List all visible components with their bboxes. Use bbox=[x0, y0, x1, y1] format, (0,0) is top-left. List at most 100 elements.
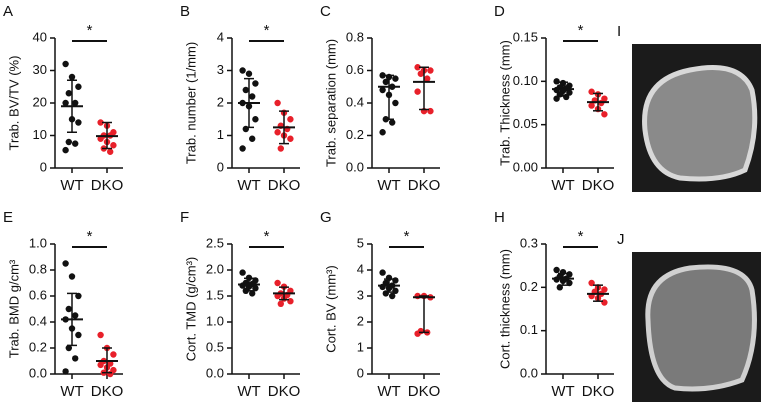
data-point bbox=[110, 142, 117, 149]
y-tick-label: 2 bbox=[357, 313, 364, 328]
significance-label: * bbox=[264, 228, 270, 245]
data-point bbox=[252, 116, 259, 123]
y-tick-label: 30 bbox=[33, 62, 47, 77]
data-point bbox=[379, 72, 386, 79]
y-axis-label: Cort. thickness (mm) bbox=[497, 249, 512, 369]
y-tick-label: 0.2 bbox=[520, 279, 538, 294]
data-point bbox=[68, 73, 76, 81]
x-tick-label: WT bbox=[551, 177, 574, 194]
data-point bbox=[245, 70, 253, 77]
data-point bbox=[72, 140, 79, 147]
x-tick-label: DKO bbox=[582, 383, 615, 400]
data-point bbox=[392, 99, 399, 107]
x-tick-label: WT bbox=[237, 383, 260, 400]
panel-label: F bbox=[180, 209, 189, 226]
data-point bbox=[274, 129, 281, 136]
data-point bbox=[107, 148, 114, 155]
data-point bbox=[414, 88, 421, 95]
data-point bbox=[249, 135, 256, 142]
y-tick-label: 0.0 bbox=[520, 365, 538, 380]
data-point bbox=[287, 135, 294, 142]
y-tick-label: 2.0 bbox=[206, 261, 224, 276]
y-axis-label: Trab. separation (mm) bbox=[323, 39, 338, 167]
x-tick-label: DKO bbox=[91, 177, 124, 194]
data-point bbox=[239, 145, 246, 152]
y-tick-label: 1 bbox=[217, 127, 224, 142]
panel-label: J bbox=[617, 231, 625, 248]
data-point bbox=[62, 99, 69, 107]
data-point bbox=[75, 331, 82, 339]
data-point bbox=[417, 70, 424, 77]
y-axis-label: Trab. number (1/mm) bbox=[183, 42, 198, 164]
bone-shape bbox=[642, 65, 758, 182]
panel-label: E bbox=[3, 209, 13, 226]
data-point bbox=[75, 119, 82, 126]
panel-label: B bbox=[180, 3, 190, 20]
y-tick-label: 0.4 bbox=[346, 94, 364, 109]
data-point bbox=[65, 344, 73, 352]
data-point bbox=[392, 75, 399, 82]
data-point bbox=[239, 67, 246, 74]
data-point bbox=[97, 331, 104, 339]
y-axis-label: Trab. BV/TV (%) bbox=[6, 56, 21, 151]
data-point bbox=[252, 285, 259, 292]
data-point bbox=[379, 129, 386, 136]
y-tick-label: 20 bbox=[33, 94, 47, 109]
panel-label: H bbox=[494, 209, 505, 226]
data-point bbox=[274, 279, 281, 287]
data-point bbox=[424, 75, 431, 82]
data-point bbox=[62, 260, 69, 267]
x-tick-label: DKO bbox=[582, 177, 615, 194]
data-point bbox=[277, 145, 284, 152]
y-tick-label: 0.15 bbox=[513, 29, 538, 44]
x-tick-label: WT bbox=[60, 177, 83, 194]
significance-label: * bbox=[578, 228, 584, 245]
y-tick-label: 4 bbox=[357, 261, 364, 276]
y-tick-label: 0 bbox=[40, 159, 47, 174]
x-tick-label: WT bbox=[377, 177, 400, 194]
data-point bbox=[553, 78, 560, 85]
data-point bbox=[110, 351, 117, 358]
data-point bbox=[249, 93, 256, 100]
data-point bbox=[97, 361, 104, 369]
y-axis-label: Trab. Thickness (mm) bbox=[497, 40, 512, 166]
x-tick-label: WT bbox=[377, 383, 400, 400]
data-point bbox=[62, 368, 69, 375]
data-point bbox=[274, 99, 281, 107]
data-point bbox=[601, 111, 608, 118]
panel-label: G bbox=[320, 209, 332, 226]
data-point bbox=[588, 102, 595, 109]
significance-label: * bbox=[578, 22, 584, 39]
data-point bbox=[414, 330, 421, 337]
y-tick-label: 1.0 bbox=[29, 235, 47, 250]
data-point bbox=[249, 290, 256, 297]
y-tick-label: 0.8 bbox=[346, 29, 364, 44]
data-point bbox=[72, 99, 79, 107]
bone-shape bbox=[645, 264, 757, 392]
y-axis-label: Cort. TMD (g/cm³) bbox=[183, 257, 198, 361]
data-point bbox=[62, 146, 69, 154]
data-point bbox=[287, 116, 294, 123]
y-tick-label: 1 bbox=[357, 339, 364, 354]
y-tick-label: 0.5 bbox=[206, 339, 224, 354]
y-tick-label: 0.05 bbox=[513, 116, 538, 131]
data-point bbox=[389, 119, 396, 126]
y-tick-label: 0.0 bbox=[29, 365, 47, 380]
x-tick-label: WT bbox=[237, 177, 260, 194]
y-tick-label: 0.1 bbox=[520, 322, 538, 337]
y-tick-label: 0.00 bbox=[513, 159, 538, 174]
y-axis-label: Cort. BV (mm³) bbox=[323, 265, 338, 352]
x-tick-label: DKO bbox=[408, 383, 441, 400]
data-point bbox=[97, 119, 104, 126]
data-point bbox=[239, 269, 246, 276]
significance-label: * bbox=[404, 228, 410, 245]
data-point bbox=[62, 60, 69, 68]
data-point bbox=[382, 78, 389, 86]
data-point bbox=[65, 305, 73, 313]
x-tick-label: WT bbox=[551, 383, 574, 400]
y-tick-label: 0.10 bbox=[513, 73, 538, 88]
data-point bbox=[107, 370, 114, 378]
data-point bbox=[427, 67, 434, 74]
significance-label: * bbox=[87, 22, 93, 39]
